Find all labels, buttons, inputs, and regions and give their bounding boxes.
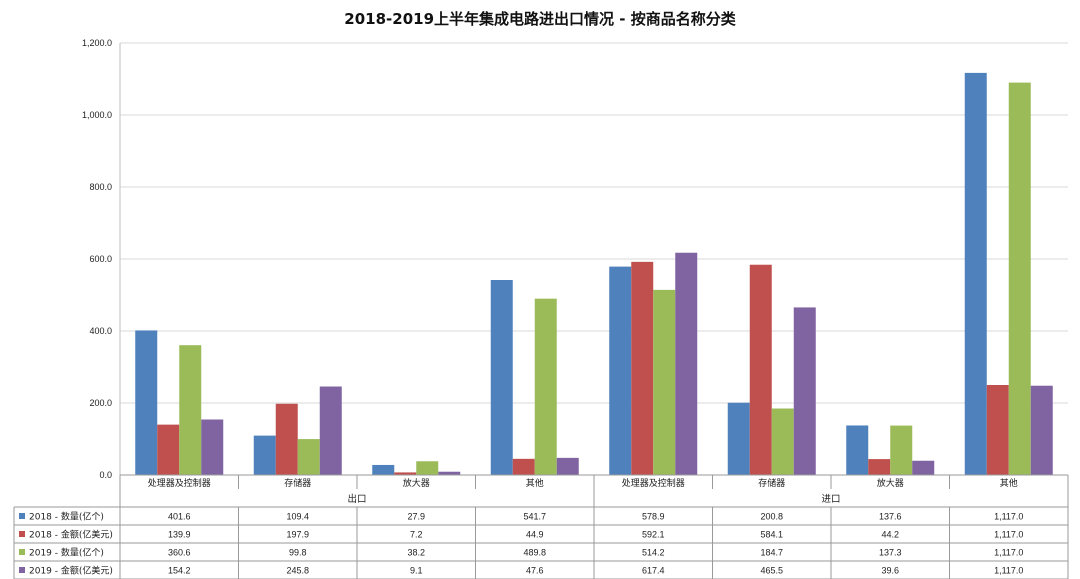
bars [135, 72, 1053, 475]
bar [653, 289, 676, 475]
data-label: 7.2 [410, 530, 423, 540]
bar [297, 439, 320, 475]
chart-title: 2018-2019上半年集成电路进出口情况 - 按商品名称分类 [344, 10, 736, 28]
bar [890, 425, 913, 475]
bar [556, 457, 579, 475]
data-label: 360.6 [168, 548, 191, 558]
legend-swatch [19, 567, 25, 573]
data-label: 9.1 [410, 566, 423, 576]
bar [438, 471, 461, 475]
data-label: 489.8 [523, 548, 546, 558]
y-tick-label: 1,200.0 [82, 38, 112, 48]
data-label: 465.5 [760, 566, 783, 576]
x-category-label: 其他 [1000, 477, 1018, 489]
bar [631, 261, 654, 475]
data-label: 1,117.0 [994, 566, 1023, 576]
bar [727, 402, 750, 475]
x-category-label: 存储器 [284, 477, 311, 489]
x-category-label: 放大器 [403, 477, 430, 489]
bar [609, 266, 632, 475]
bar [846, 425, 869, 475]
data-label: 197.9 [286, 530, 309, 540]
legend-label: 2018 - 数量(亿个) [29, 511, 104, 523]
bar [749, 264, 772, 475]
data-label: 514.2 [642, 548, 665, 558]
legend-label: 2019 - 数量(亿个) [29, 547, 104, 559]
data-label: 245.8 [286, 566, 309, 576]
data-label: 584.1 [760, 530, 783, 540]
bar [986, 385, 1009, 475]
x-group-label: 出口 [347, 493, 366, 505]
y-tick-label: 0.0 [99, 470, 112, 480]
legend-swatch [19, 531, 25, 537]
data-label: 139.9 [168, 530, 191, 540]
data-label: 109.4 [286, 512, 309, 522]
bar [771, 408, 794, 475]
bar [1030, 385, 1053, 475]
x-category-label: 处理器及控制器 [148, 477, 211, 489]
bar [179, 345, 202, 475]
data-label: 401.6 [168, 512, 191, 522]
legend-label: 2019 - 金额(亿美元) [29, 565, 113, 577]
bar [534, 298, 557, 475]
y-tick-label: 1,000.0 [82, 110, 112, 120]
x-group-label: 进口 [821, 494, 840, 505]
y-tick-label: 400.0 [89, 326, 112, 336]
data-label: 200.8 [760, 512, 783, 522]
data-label: 1,117.0 [994, 512, 1023, 522]
data-label: 44.9 [526, 530, 544, 540]
data-label: 27.9 [407, 512, 425, 522]
data-label: 617.4 [642, 566, 665, 576]
bar [275, 403, 298, 475]
legend-swatch [19, 513, 25, 519]
data-label: 154.2 [168, 566, 191, 576]
y-tick-label: 600.0 [89, 254, 112, 264]
bar [372, 464, 395, 475]
data-label: 137.3 [879, 548, 902, 558]
data-label: 137.6 [879, 512, 902, 522]
bar [868, 459, 891, 475]
data-label: 39.6 [881, 566, 899, 576]
data-label: 184.7 [760, 548, 783, 558]
data-label: 1,117.0 [994, 548, 1023, 558]
y-tick-label: 200.0 [89, 398, 112, 408]
data-label: 578.9 [642, 512, 665, 522]
x-category-label: 处理器及控制器 [622, 477, 685, 489]
x-category-label: 其他 [526, 477, 544, 489]
bar [675, 252, 698, 475]
y-axis-ticks: 0.0 200.0 400.0 600.0 800.0 1,000.0 1,200.0 [82, 38, 112, 480]
bar [490, 279, 513, 475]
data-label: 38.2 [407, 548, 425, 558]
bar [912, 460, 935, 475]
bar [793, 307, 816, 475]
bar [253, 435, 276, 475]
x-category-label: 存储器 [758, 477, 785, 489]
legend-swatch [19, 549, 25, 555]
bar [319, 386, 342, 475]
legend-label: 2018 - 金额(亿美元) [29, 529, 113, 541]
data-label: 1,117.0 [994, 530, 1023, 540]
y-tick-label: 800.0 [89, 182, 112, 192]
bar [201, 419, 224, 475]
bar [964, 72, 987, 475]
data-label: 47.6 [526, 566, 544, 576]
x-category-label: 放大器 [877, 477, 904, 489]
bar [1008, 82, 1031, 475]
data-label: 541.7 [523, 512, 546, 522]
bar [135, 330, 158, 475]
data-label: 592.1 [642, 530, 665, 540]
data-label: 99.8 [289, 548, 307, 558]
bar [157, 424, 180, 475]
data-label: 44.2 [881, 530, 899, 540]
bar [416, 461, 439, 475]
bar [394, 472, 417, 475]
gridlines [119, 42, 1068, 476]
bar [512, 458, 535, 475]
